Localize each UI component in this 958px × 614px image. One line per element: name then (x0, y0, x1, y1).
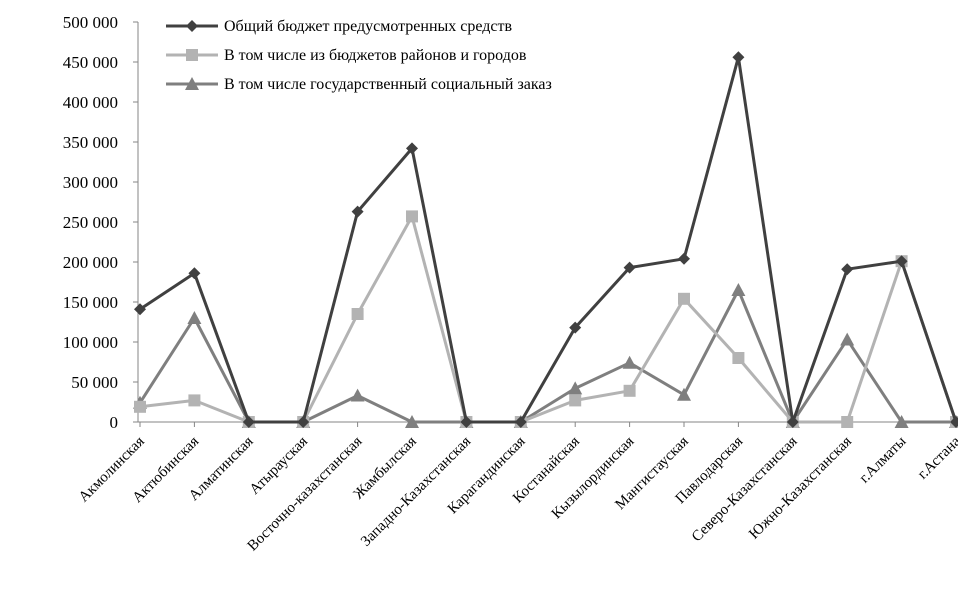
series-layer (133, 51, 958, 428)
y-tick-label: 50 000 (71, 373, 118, 392)
data-point (406, 142, 418, 155)
data-point (297, 416, 310, 428)
data-point (895, 255, 908, 268)
data-point (623, 261, 636, 274)
legend-item: Общий бюджет предусмотренных средств (166, 18, 513, 35)
legend-label: Общий бюджет предусмотренных средств (224, 18, 513, 35)
x-tick-label: г.Алматы (857, 434, 910, 487)
x-tick-label: Восточно-казахстанская (245, 433, 366, 554)
data-point (406, 210, 418, 223)
data-point (134, 400, 146, 413)
legend-marker (186, 49, 198, 61)
y-tick-label: 100 000 (63, 333, 118, 352)
legend-item: В том числе государственный социальный з… (166, 76, 552, 93)
data-point (678, 292, 690, 305)
legend: Общий бюджет предусмотренных средств В то… (166, 18, 552, 93)
legend-label: В том числе из бюджетов районов и городо… (224, 47, 527, 64)
data-point (841, 416, 854, 428)
y-tick-label: 400 000 (63, 93, 118, 112)
data-point (350, 388, 365, 402)
y-tick-label: 200 000 (63, 253, 118, 272)
legend-marker (186, 20, 198, 32)
data-point (569, 394, 582, 407)
y-tick-label: 300 000 (63, 173, 118, 192)
data-point (460, 416, 473, 428)
data-point (188, 394, 201, 407)
data-point (187, 311, 202, 324)
data-point (622, 355, 637, 369)
data-point (351, 205, 364, 218)
data-point (568, 381, 583, 395)
data-point (351, 308, 364, 320)
y-tick-label: 250 000 (63, 213, 118, 232)
x-tick-label: Северо-Казахстанская (689, 433, 801, 545)
data-point (786, 416, 799, 428)
x-tick-label: Западно-Казахстанская (358, 433, 474, 549)
x-axis-ticks: АкмолинскаяАктюбинскаяАлматинскаяАтыраус… (76, 422, 958, 554)
series-line (139, 214, 958, 424)
data-point (514, 416, 527, 428)
y-tick-label: 450 000 (63, 53, 118, 72)
series-line (139, 55, 958, 424)
data-point (569, 321, 582, 334)
data-point (677, 387, 691, 401)
y-axis-ticks: 0 50 000 100 000 150 000 200 000 250 000 300 0… (63, 13, 138, 432)
legend-marker (185, 77, 199, 90)
data-point (840, 332, 855, 346)
data-point (623, 384, 636, 397)
data-point (678, 252, 690, 265)
data-point (732, 352, 745, 364)
data-point (732, 51, 745, 64)
data-point (405, 415, 419, 428)
y-tick-label: 150 000 (63, 293, 118, 312)
data-point (188, 267, 201, 280)
y-tick-label: 500 000 (63, 13, 118, 32)
y-tick-label: 0 (110, 413, 119, 432)
series-1 (134, 51, 958, 428)
data-point (731, 283, 746, 296)
data-point (134, 303, 146, 316)
data-point (894, 415, 909, 428)
legend-label: В том числе государственный социальный з… (224, 76, 552, 93)
legend-item: В том числе из бюджетов районов и городо… (166, 47, 527, 64)
x-tick-label: Южно-Казахстанская (746, 433, 855, 542)
y-tick-label: 350 000 (63, 133, 118, 152)
x-tick-label: г.Астана (915, 433, 958, 482)
data-point (950, 416, 958, 428)
data-point (242, 416, 255, 428)
data-point (841, 263, 854, 276)
series-2 (134, 210, 958, 428)
